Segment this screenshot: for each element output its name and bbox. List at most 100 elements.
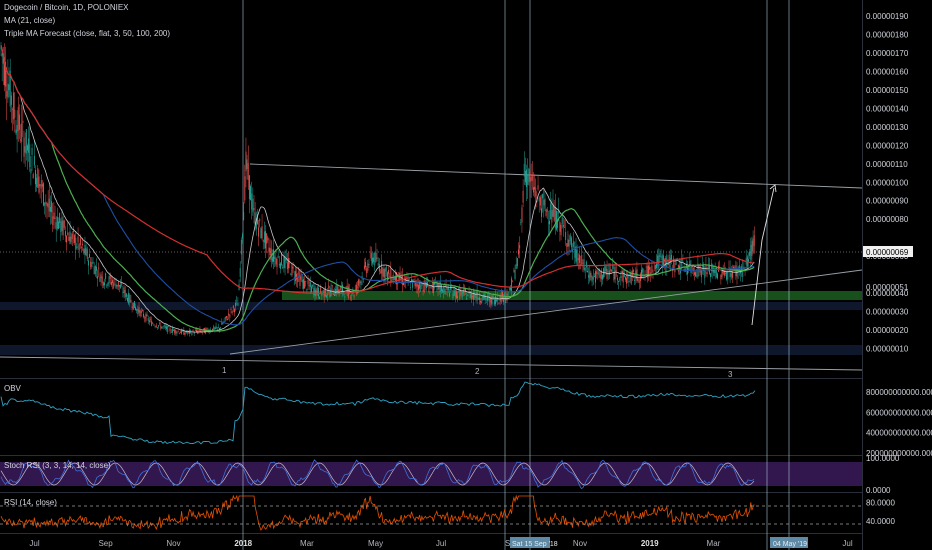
candle-body bbox=[704, 269, 706, 278]
candle-body bbox=[698, 265, 700, 269]
candle-body bbox=[58, 221, 59, 229]
candle-body bbox=[411, 279, 412, 282]
candle-body bbox=[679, 265, 680, 270]
candle-body bbox=[163, 325, 165, 327]
candle-body bbox=[569, 235, 571, 242]
candle-body bbox=[615, 270, 617, 272]
candle-body bbox=[355, 284, 357, 294]
candle-body bbox=[20, 139, 21, 141]
candle-body bbox=[288, 258, 289, 269]
candle-body bbox=[694, 272, 695, 275]
candle-body bbox=[541, 208, 542, 217]
candle-body bbox=[242, 234, 243, 238]
candle-body bbox=[619, 279, 621, 280]
candle-body bbox=[220, 327, 222, 329]
rsi-line bbox=[0, 494, 755, 531]
candle-body bbox=[75, 237, 77, 250]
candle-body bbox=[224, 316, 226, 320]
candle-body bbox=[401, 275, 403, 286]
candle-body bbox=[582, 262, 584, 264]
candle-body bbox=[269, 247, 271, 256]
candle-body bbox=[646, 266, 648, 279]
candle-body bbox=[179, 332, 181, 334]
candle-body bbox=[237, 302, 239, 306]
candle-body bbox=[673, 258, 675, 268]
candle-body bbox=[347, 286, 349, 298]
candle-body bbox=[330, 287, 332, 297]
candle-body bbox=[271, 257, 273, 262]
candle-body bbox=[306, 289, 308, 291]
price-tick-label: 0.00000130 bbox=[866, 123, 909, 132]
candle-body bbox=[550, 203, 552, 220]
candle-body bbox=[236, 300, 238, 302]
candle-body bbox=[40, 180, 42, 189]
indicator-tick-label: 80.0000 bbox=[866, 499, 895, 508]
candle-body bbox=[298, 271, 300, 277]
candle-body bbox=[99, 277, 101, 282]
candle-body bbox=[419, 281, 421, 289]
candle-body bbox=[219, 327, 220, 330]
candle-body bbox=[243, 211, 245, 221]
candle-body bbox=[133, 301, 135, 308]
candle-body bbox=[452, 294, 454, 299]
candle-body bbox=[476, 290, 478, 301]
candle-body bbox=[270, 248, 272, 260]
candle-body bbox=[247, 163, 249, 181]
candle-body bbox=[472, 296, 473, 297]
candle-body bbox=[14, 109, 16, 118]
candle-body bbox=[124, 290, 126, 298]
candle-body bbox=[130, 299, 132, 303]
candle-body bbox=[301, 279, 303, 283]
candle-body bbox=[2, 54, 4, 64]
obv-line bbox=[0, 381, 756, 445]
candle-body bbox=[389, 276, 391, 277]
candle-body bbox=[470, 294, 472, 300]
candle-body bbox=[531, 174, 533, 181]
candle-body bbox=[260, 228, 262, 239]
candle-body bbox=[654, 264, 656, 270]
support-zone bbox=[282, 291, 862, 300]
price-axis[interactable]: 0.00000190 0.00000180 0.00000170 0.00000160… bbox=[866, 12, 909, 354]
candle-body bbox=[520, 222, 522, 224]
candle-body bbox=[259, 218, 261, 222]
candle-body bbox=[5, 62, 7, 87]
candle-body bbox=[579, 254, 580, 263]
candle-body bbox=[598, 268, 600, 276]
candle-body bbox=[222, 323, 224, 324]
candle-body bbox=[414, 280, 416, 287]
candle-body bbox=[637, 278, 639, 282]
candle-body bbox=[468, 290, 470, 292]
candle-body bbox=[101, 276, 103, 284]
candle-body bbox=[66, 235, 67, 243]
candle-body bbox=[424, 282, 426, 287]
candle-body bbox=[431, 280, 433, 291]
candle-body bbox=[28, 138, 30, 153]
candle-body bbox=[161, 326, 163, 329]
candle-body bbox=[156, 327, 158, 328]
candle-body bbox=[475, 296, 477, 298]
candle-body bbox=[604, 266, 606, 274]
candle-body bbox=[193, 333, 195, 334]
candle-body bbox=[464, 288, 465, 290]
candle-body bbox=[721, 269, 723, 277]
candle-body bbox=[584, 267, 586, 271]
candle-body bbox=[97, 276, 99, 279]
candle-body bbox=[490, 297, 492, 306]
candle-body bbox=[478, 297, 480, 301]
candle-body bbox=[13, 92, 15, 120]
candle-body bbox=[659, 252, 661, 258]
candle-body bbox=[474, 294, 476, 298]
candle-body bbox=[454, 289, 456, 297]
candle-body bbox=[343, 291, 345, 293]
candle-body bbox=[96, 266, 97, 271]
candle-body bbox=[383, 269, 385, 278]
candle-body bbox=[332, 294, 334, 295]
candle-body bbox=[671, 254, 672, 261]
ma100-line bbox=[0, 45, 755, 326]
candle-body bbox=[430, 285, 432, 287]
candle-body bbox=[469, 292, 471, 298]
candle-body bbox=[194, 330, 196, 331]
time-tick-label: Sep bbox=[98, 539, 113, 548]
candle-body bbox=[498, 302, 500, 304]
